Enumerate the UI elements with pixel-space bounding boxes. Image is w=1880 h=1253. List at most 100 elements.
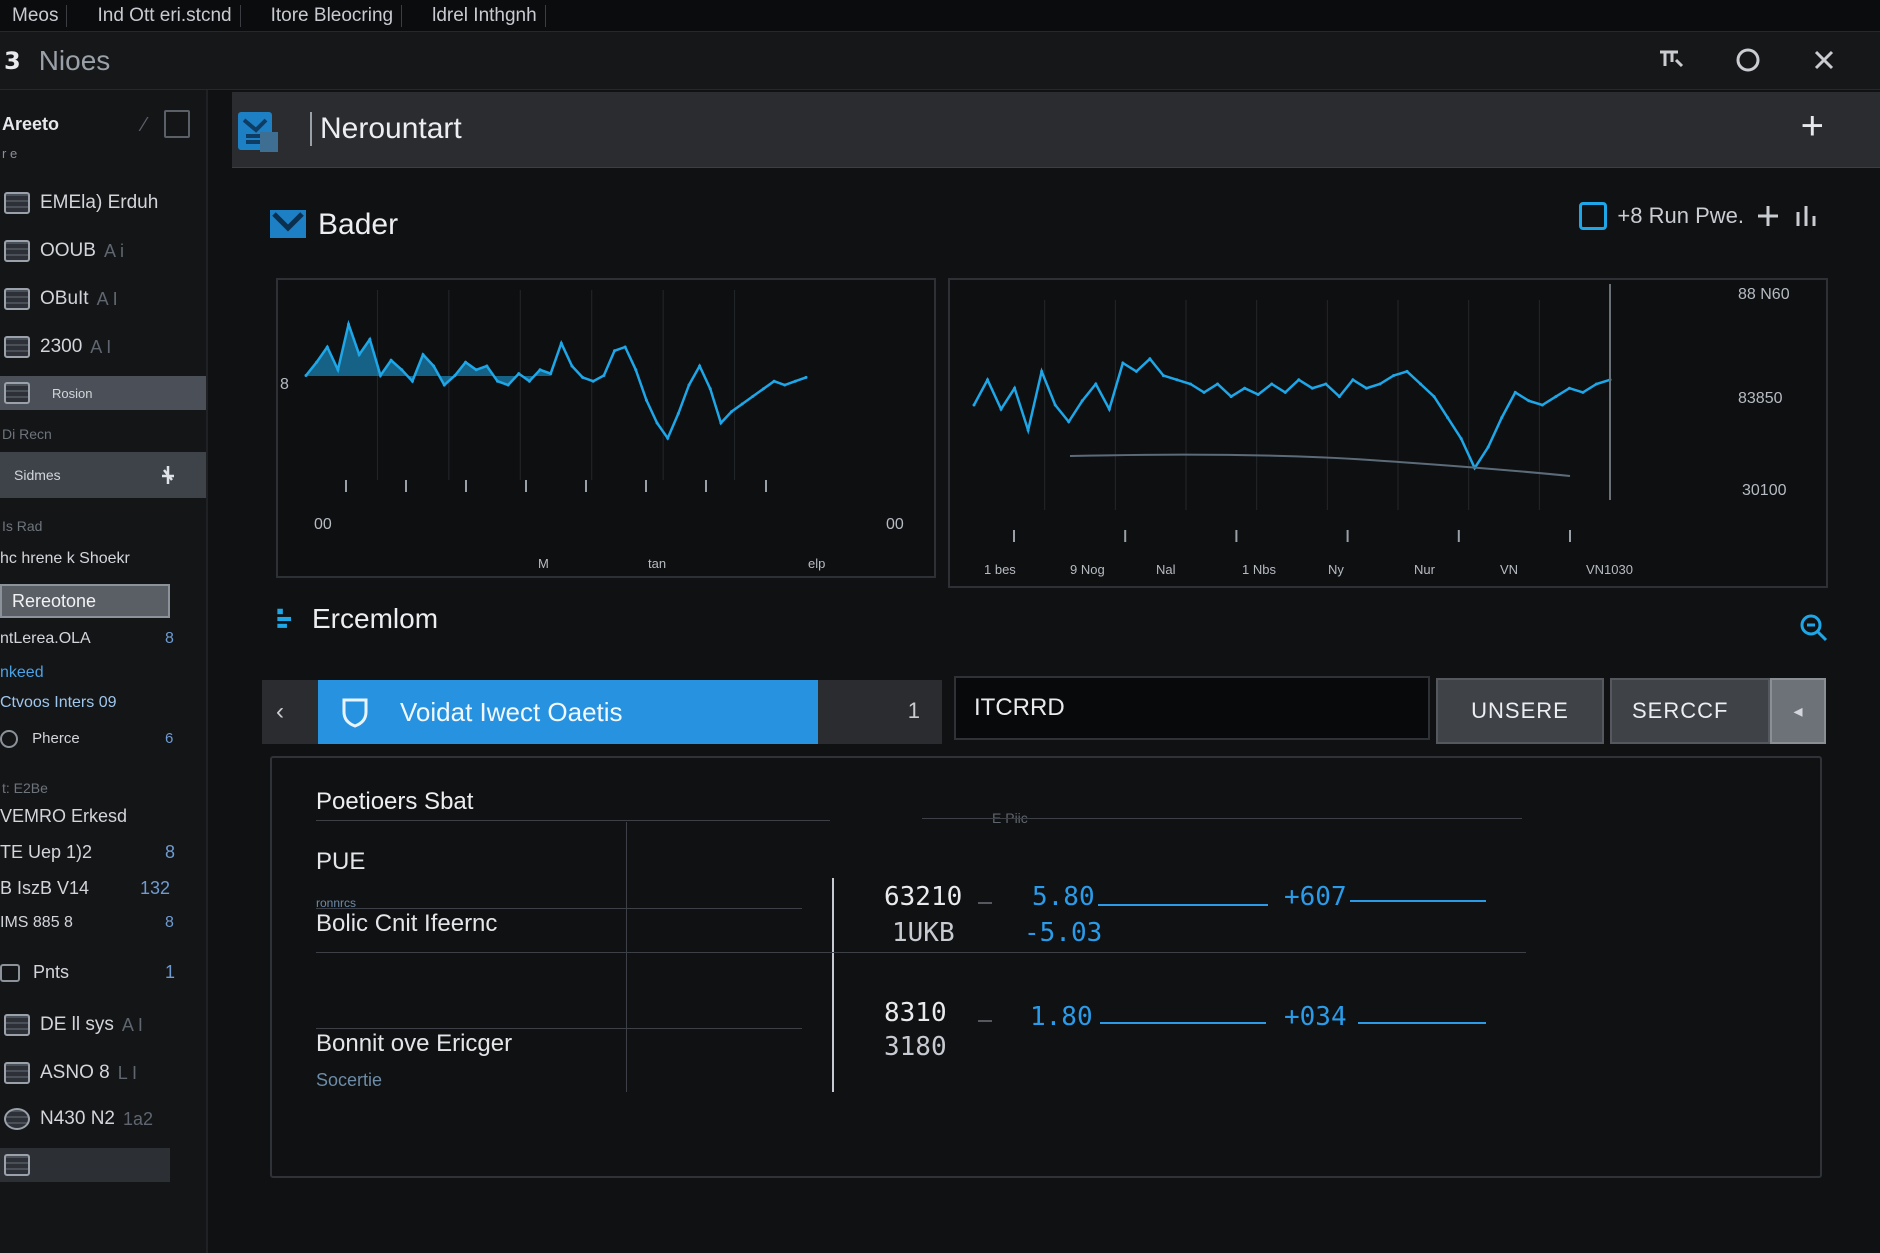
baseline-series bbox=[1069, 453, 1571, 477]
line-chart-left bbox=[304, 290, 808, 492]
close-icon[interactable] bbox=[1808, 44, 1840, 76]
x-tick-label: M bbox=[538, 556, 549, 571]
data-point bbox=[357, 353, 361, 357]
section-title-filter: Ercemlom bbox=[276, 602, 438, 636]
data-point bbox=[1378, 382, 1382, 386]
zoom-icon[interactable] bbox=[1798, 612, 1828, 642]
trend-line bbox=[1098, 904, 1268, 906]
series-line bbox=[305, 319, 807, 441]
data-point bbox=[570, 364, 574, 368]
collapse-icon[interactable] bbox=[164, 110, 190, 138]
sidebar-text-label: Pherce bbox=[32, 730, 80, 747]
data-point bbox=[1594, 382, 1598, 386]
restore-button[interactable]: Rereotone bbox=[0, 584, 170, 618]
sidebar-header: Areeto ⁄ bbox=[0, 104, 208, 144]
chart-tools-label[interactable]: +8 Run Pwe. bbox=[1617, 203, 1744, 228]
window-controls bbox=[1656, 44, 1840, 76]
data-point bbox=[666, 436, 670, 440]
sidebar-item-rosion[interactable]: Rosion bbox=[0, 376, 206, 410]
summary-value-blue: +034 bbox=[1284, 1002, 1347, 1032]
table-icon bbox=[4, 192, 30, 214]
data-point bbox=[1229, 395, 1233, 399]
sidebar-item-footer[interactable] bbox=[0, 1148, 170, 1182]
back-icon[interactable]: ‹ bbox=[276, 698, 284, 725]
summary-value: 3180 bbox=[884, 1032, 947, 1062]
bar-chart-icon[interactable] bbox=[1792, 202, 1820, 230]
data-point bbox=[1216, 382, 1220, 386]
data-point bbox=[1364, 386, 1368, 390]
row-sublabel: Socertie bbox=[316, 1070, 383, 1090]
data-point bbox=[1351, 378, 1355, 382]
tab-title[interactable]: Nerountart bbox=[310, 112, 462, 146]
data-point bbox=[368, 337, 372, 341]
filter-dropdown[interactable]: ‹ Voidat Iwect Oaetis 1 bbox=[262, 680, 942, 744]
sidebar-text: TE Uep 1)2 8 bbox=[0, 842, 206, 863]
data-point bbox=[1486, 445, 1490, 449]
data-point bbox=[474, 368, 478, 372]
search-input[interactable] bbox=[954, 676, 1430, 740]
data-point bbox=[389, 358, 393, 362]
data-point bbox=[986, 378, 990, 382]
sidebar-link[interactable]: Ctvoos Inters 09 bbox=[0, 694, 117, 711]
selected-filter[interactable]: Voidat Iwect Oaetis bbox=[318, 680, 818, 744]
search-button[interactable]: SERCCF bbox=[1610, 678, 1770, 744]
x-tick-label: VN1030 bbox=[1586, 562, 1633, 577]
menu-item-help[interactable]: ldrel Inthgnh bbox=[424, 4, 546, 27]
data-point bbox=[1121, 361, 1125, 365]
sidebar-item-erduh[interactable]: EMEla) Erduh bbox=[0, 186, 206, 220]
data-point bbox=[1283, 390, 1287, 394]
data-point bbox=[623, 345, 627, 349]
unsere-button[interactable]: UNSERE bbox=[1436, 678, 1604, 744]
sidebar-text-label: IMS 885 8 bbox=[0, 914, 73, 931]
sidebar-text-label: TE Uep 1)2 bbox=[0, 842, 93, 862]
data-point bbox=[708, 387, 712, 391]
sidebar-link[interactable]: nkeed bbox=[0, 664, 44, 681]
document-icon bbox=[238, 112, 278, 152]
app-logo: 3 bbox=[4, 46, 21, 75]
sidebar-item-sys[interactable]: DE ll sys A I bbox=[0, 1008, 206, 1042]
sidebar-item-asno[interactable]: ASNO 8 L I bbox=[0, 1056, 206, 1090]
divider bbox=[922, 818, 1522, 819]
link-icon[interactable] bbox=[1579, 202, 1608, 230]
sidebar-item-tail: L I bbox=[117, 1062, 138, 1083]
pin-icon[interactable] bbox=[158, 464, 178, 486]
menu-item-file[interactable]: Ind Ott eri.stcnd bbox=[89, 4, 241, 27]
x-tick-label: tan bbox=[648, 556, 667, 571]
summary-value-blue: +607 bbox=[1284, 882, 1347, 912]
sidebar-item-2300[interactable]: 2300 A I bbox=[0, 330, 206, 364]
add-tab-button[interactable]: + bbox=[1800, 104, 1824, 148]
y-tick-label: 8 bbox=[280, 376, 289, 393]
sidebar-item-oous[interactable]: OOUB A i bbox=[0, 234, 206, 268]
sidebar-item-sidmes[interactable]: Sidmes bbox=[0, 452, 206, 498]
data-point bbox=[1432, 395, 1436, 399]
edit-icon[interactable]: ⁄ bbox=[142, 114, 146, 136]
dropdown-arrow-icon[interactable]: ◂ bbox=[1770, 678, 1826, 744]
chart-logo-icon bbox=[270, 210, 306, 238]
data-point bbox=[538, 368, 542, 372]
data-point bbox=[485, 364, 489, 368]
circle-icon[interactable] bbox=[1732, 44, 1764, 76]
x-tick-label: Nal bbox=[1156, 562, 1176, 577]
tab-bar: Nerountart + bbox=[232, 92, 1880, 168]
menu-item-meos[interactable]: Meos bbox=[4, 4, 68, 27]
sidebar-item-tail: A I bbox=[96, 288, 118, 309]
data-point bbox=[1446, 416, 1450, 420]
pin-icon[interactable] bbox=[1754, 202, 1782, 230]
data-point bbox=[783, 383, 787, 387]
data-point bbox=[347, 322, 351, 326]
data-point bbox=[698, 364, 702, 368]
sidebar-item-n430[interactable]: N430 N2 1a2 bbox=[0, 1102, 206, 1136]
data-point bbox=[1270, 382, 1274, 386]
summary-panel: Poetioers Sbat E Piic PUE ronnrcs Bolic … bbox=[270, 756, 1822, 1178]
chart-toolbar: +8 Run Pwe. bbox=[1579, 202, 1820, 230]
menu-item-store[interactable]: Itore Bleocring bbox=[263, 4, 403, 27]
x-tick-label: VN bbox=[1500, 562, 1519, 577]
sidebar-item-obuit[interactable]: OBuIt A I bbox=[0, 282, 206, 316]
row-sublabel: ronnrcs bbox=[316, 896, 357, 910]
divider bbox=[316, 820, 830, 821]
row-label: Bolic Cnit Ifeernc bbox=[316, 910, 498, 937]
data-point bbox=[506, 383, 510, 387]
data-point bbox=[517, 372, 521, 376]
filter-icon[interactable] bbox=[1656, 44, 1688, 76]
y-tick-label: 88 N60 bbox=[1738, 286, 1790, 303]
